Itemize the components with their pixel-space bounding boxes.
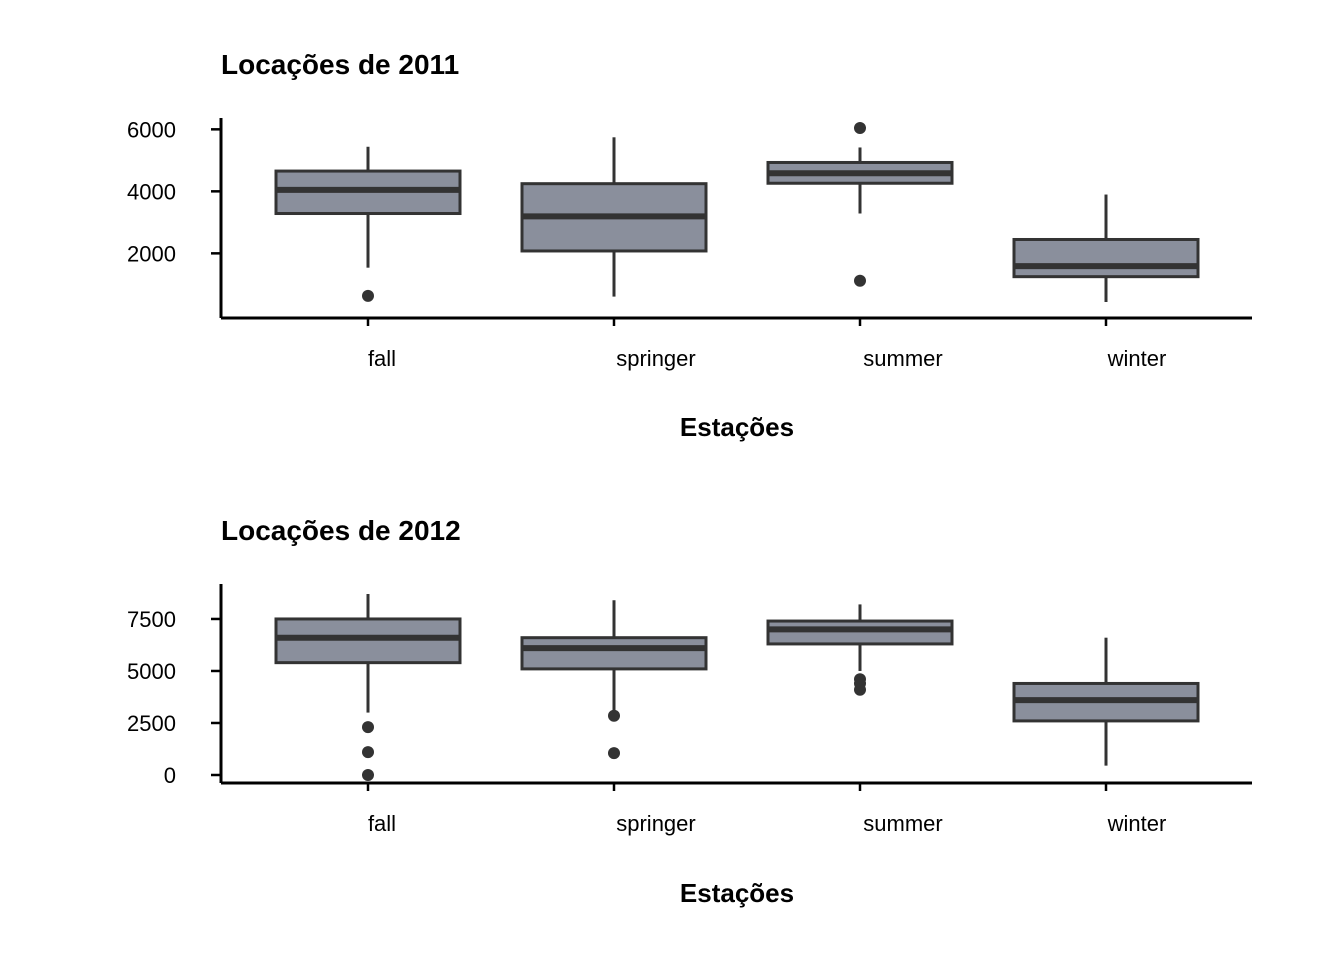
outlier-point: [854, 122, 866, 134]
chart-title: Locações de 2012: [221, 515, 461, 546]
y-tick-label: 4000: [127, 179, 176, 204]
y-tick-label: 7500: [127, 607, 176, 632]
box-summer: [766, 604, 954, 696]
x-tick-label: winter: [1107, 346, 1167, 371]
outlier-point: [854, 274, 866, 287]
box-winter: [1012, 194, 1200, 302]
outlier-point: [362, 769, 374, 781]
box-fall: [274, 594, 462, 781]
outlier-point: [362, 721, 374, 734]
box-summer: [766, 122, 954, 287]
box-iqr: [1012, 237, 1200, 279]
box-springer: [520, 600, 708, 760]
x-tick-label: summer: [863, 346, 942, 371]
outlier-point: [608, 709, 620, 722]
x-tick-label: summer: [863, 811, 942, 836]
box-winter: [1012, 637, 1200, 766]
outlier-point: [362, 289, 374, 302]
y-tick-label: 0: [164, 763, 176, 788]
chart-panel-2012: Locações de 2012 Estações 0 2500 5000 7500 f…: [127, 515, 1252, 908]
x-axis-title: Estações: [680, 412, 794, 442]
y-tick-label: 6000: [127, 117, 176, 142]
x-tick-label: springer: [616, 346, 695, 371]
x-tick-label: winter: [1107, 811, 1167, 836]
chart-title: Locações de 2011: [221, 49, 459, 80]
box-iqr: [520, 636, 708, 671]
y-tick-label: 2500: [127, 711, 176, 736]
x-tick-label: springer: [616, 811, 695, 836]
outlier-point: [608, 747, 620, 760]
outlier-point: [362, 746, 374, 759]
y-tick-label: 5000: [127, 659, 176, 684]
box-fall: [274, 146, 462, 302]
x-tick-label: fall: [368, 346, 396, 371]
box-springer: [520, 137, 708, 297]
y-tick-label: 2000: [127, 241, 176, 266]
box-iqr: [766, 619, 954, 646]
chart-panel-2011: Locações de 2011 Estações 2000 4000 6000 fa…: [127, 49, 1252, 442]
box-iqr: [274, 617, 462, 665]
outlier-point: [854, 683, 866, 696]
x-axis-title: Estações: [680, 878, 794, 908]
x-tick-label: fall: [368, 811, 396, 836]
